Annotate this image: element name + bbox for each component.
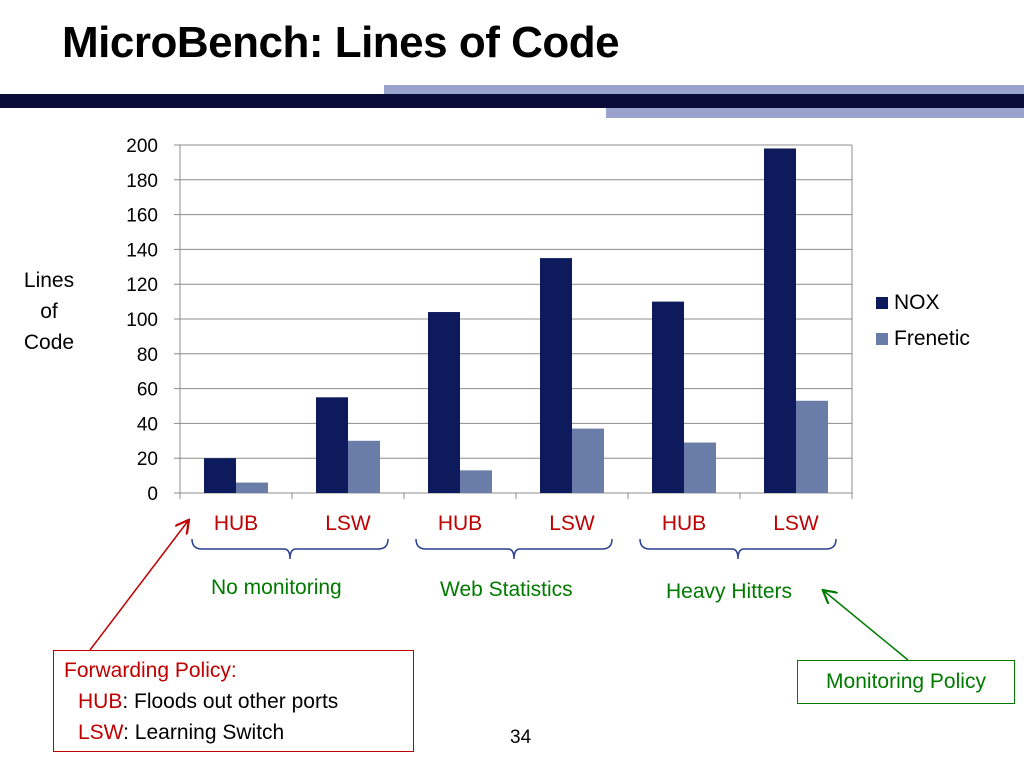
y-tick-label: 60 [137, 380, 158, 401]
y-tick-label: 160 [126, 206, 158, 227]
group-label-web-statistics: Web Statistics [440, 578, 573, 601]
group-label-no-monitoring: No monitoring [211, 576, 342, 599]
bar-nox-hub [204, 458, 236, 493]
forwarding-policy-hub-line: HUB: Floods out other ports [64, 686, 413, 717]
y-axis-label-line: of [40, 300, 58, 323]
y-tick-label: 140 [126, 240, 158, 261]
lsw-key: LSW [78, 721, 124, 744]
y-axis-label-line: Lines [23, 269, 75, 292]
bar-frenetic-lsw [796, 400, 828, 493]
monitoring-arrow [824, 591, 909, 661]
y-tick-label: 100 [126, 310, 158, 331]
y-tick-label: 20 [137, 449, 158, 470]
y-tick-label: 0 [147, 484, 158, 505]
x-category-label: HUB [662, 512, 706, 535]
y-axis-label-line: Code [23, 331, 75, 354]
hub-description: : Floods out other ports [122, 690, 339, 713]
x-category-label: LSW [549, 512, 595, 535]
bar-nox-lsw [764, 148, 796, 494]
forwarding-policy-box: Forwarding Policy: HUB: Floods out other… [53, 650, 414, 752]
forwarding-policy-lsw-line: LSW: Learning Switch [64, 717, 413, 748]
lsw-description: : Learning Switch [123, 721, 285, 744]
y-axis-label: Lines of Code [8, 265, 90, 358]
y-tick-label: 180 [126, 171, 158, 192]
title-accent-bar-dark [0, 94, 1024, 108]
slide-title: MicroBench: Lines of Code [62, 18, 620, 67]
title-accent-bar-light-lower [606, 108, 1024, 118]
legend-item-frenetic: Frenetic [876, 321, 970, 357]
page-number: 34 [510, 727, 532, 748]
bar-nox-hub [428, 312, 460, 493]
bar-frenetic-hub [684, 442, 716, 493]
bar-nox-lsw [316, 397, 348, 493]
x-category-label: LSW [325, 512, 371, 535]
legend-label-nox: NOX [894, 291, 940, 314]
x-category-label: LSW [773, 512, 819, 535]
y-tick-label: 80 [137, 345, 158, 366]
bar-frenetic-lsw [572, 428, 604, 493]
y-tick-label: 40 [137, 414, 158, 435]
monitoring-policy-box: Monitoring Policy [797, 660, 1015, 704]
forwarding-policy-heading: Forwarding Policy: [64, 659, 237, 682]
forwarding-arrow [89, 521, 188, 651]
group-brace [639, 538, 837, 560]
legend-swatch-nox [876, 297, 888, 309]
legend-label-frenetic: Frenetic [894, 327, 970, 350]
group-brace [191, 538, 389, 560]
x-category-label: HUB [438, 512, 482, 535]
group-label-heavy-hitters: Heavy Hitters [666, 580, 793, 603]
bar-frenetic-hub [236, 482, 268, 493]
legend-swatch-frenetic [876, 333, 888, 345]
group-brace [415, 538, 613, 560]
bar-nox-lsw [540, 258, 572, 493]
y-tick-label: 120 [126, 275, 158, 296]
bar-frenetic-hub [460, 470, 492, 493]
hub-key: HUB [78, 690, 123, 713]
y-tick-label: 200 [126, 136, 158, 157]
title-accent-bar-light [384, 85, 1024, 94]
chart-legend: NOX Frenetic [876, 285, 970, 357]
legend-item-nox: NOX [876, 285, 970, 321]
bar-frenetic-lsw [348, 440, 380, 493]
bar-nox-hub [652, 301, 684, 493]
x-category-label: HUB [214, 512, 258, 535]
